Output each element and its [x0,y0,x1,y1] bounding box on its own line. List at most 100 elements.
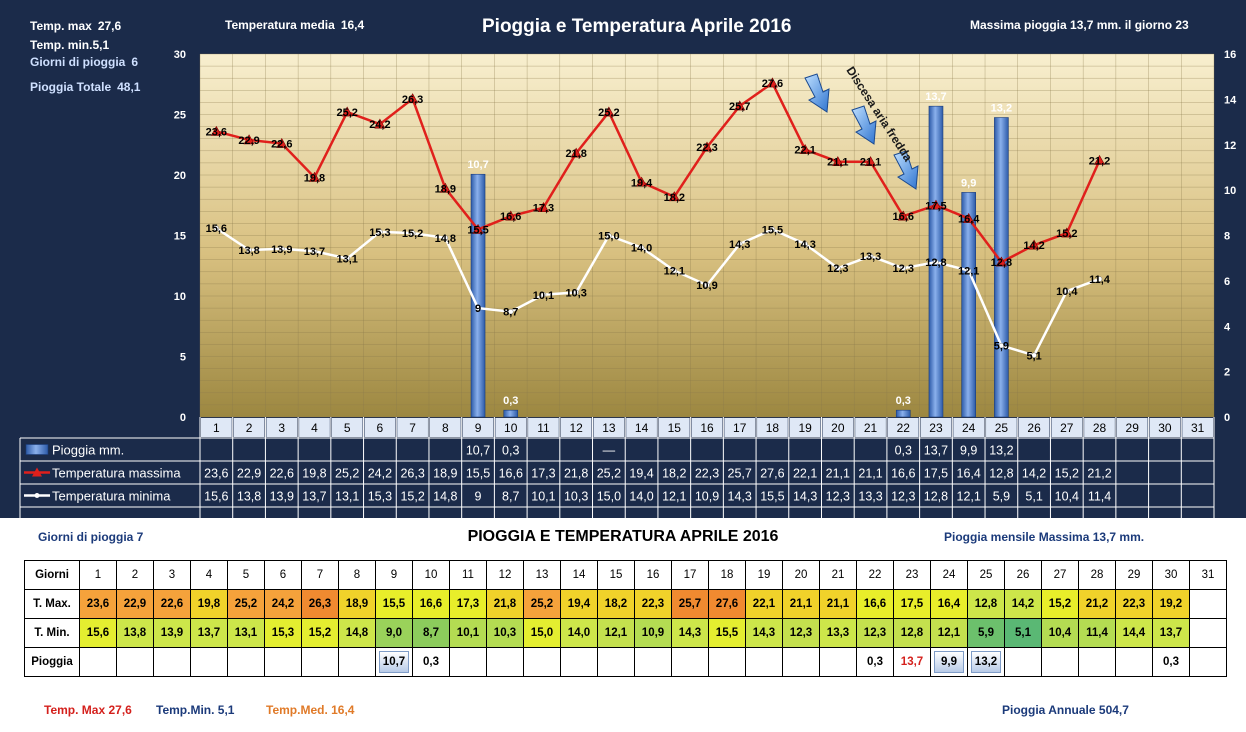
y2-tick-label: 2 [1224,367,1230,379]
rain-cell [486,647,524,677]
tmax-data-label: 22,6 [271,139,292,151]
day-cell [789,418,821,437]
tmax-cell: 25,2 [227,589,265,619]
tmax-point [308,171,320,182]
day-cell: 30 [1152,560,1190,590]
cold-air-arrow-icon [804,73,830,113]
tmin-data-label: 12,3 [893,263,914,275]
tmax-cell: 12,8 [967,589,1005,619]
tmax-cell: 26,3 [301,589,339,619]
tmax-point [472,223,484,234]
tmin-cell: 10,3 [486,618,524,648]
tmax-cell: 17,3 [449,589,487,619]
table-value: 22,1 [793,467,817,481]
rain-cell: 13,7 [893,647,931,677]
day-cell: 29 [1115,560,1153,590]
rain-cell [264,647,302,677]
tmin-cell: 14,3 [745,618,783,648]
y2-tick-label: 6 [1224,276,1230,288]
bottom-rain-max: Pioggia mensile Massima 13,7 mm. [944,530,1145,544]
rain-bar [895,409,911,418]
day-cell [528,418,559,437]
rain-bar [994,117,1009,418]
tmax-data-label: 27,6 [762,78,783,90]
tmin-cell: 12,1 [597,618,635,648]
day-cell: 2 [116,560,154,590]
rain-cell: 0,3 [1152,647,1190,677]
day-cell [691,418,723,437]
tmin-cell: 10,9 [634,618,672,648]
table-value: 15,2 [400,490,424,504]
x-tick-label: 24 [962,421,976,435]
tmax-point [570,147,582,158]
tmin-data-label: 9 [475,303,481,315]
rain-data-label: 9,9 [961,177,976,189]
rain-cell [560,647,598,677]
y2-tick-label: 10 [1224,185,1236,197]
y-tick-label: 10 [174,291,186,303]
tmin-point [965,267,972,274]
x-tick-label: 1 [213,421,220,435]
rain-cell [708,647,746,677]
table-value: 10,1 [531,490,555,504]
tmin-data-label: 15,0 [598,231,619,243]
tmin-point [933,259,939,265]
day-cell: 26 [1004,560,1042,590]
foot-annual-rain: Pioggia Annuale 504,7 [1002,703,1129,717]
tmax-point [374,118,386,129]
rain-cell [79,647,117,677]
tmax-cell: 24,2 [264,589,302,619]
y2-tick-label: 0 [1224,412,1230,424]
day-cell [953,418,985,437]
day-cell [233,418,265,437]
day-cell: 4 [190,560,228,590]
day-cell [1051,418,1083,437]
tmax-point [963,212,975,223]
chart-title: Pioggia e Temperatura Aprile 2016 [482,16,792,37]
tmin-point [998,342,1005,349]
tmin-point [802,241,808,247]
table-value: 14,0 [629,490,653,504]
tmin-data-label: 14,8 [435,233,456,245]
tmin-cell: 8,7 [412,618,450,648]
day-cell: 31 [1189,560,1227,590]
y-tick-label: 15 [174,231,186,243]
table-value: 5,9 [993,490,1010,504]
tmax-cell: 22,6 [153,589,191,619]
tmin-data-label: 10,1 [533,290,554,302]
header-tmin: Temp. min.5,1 [30,38,110,52]
tmin-point [409,230,416,236]
tmax-point [897,210,909,221]
tmin-data-label: 10,9 [696,280,717,292]
rain-cell [523,647,561,677]
table-value: 16,6 [499,467,523,481]
legend-rain-icon [25,444,49,455]
tmin-data-label: 14,3 [794,239,815,251]
x-tick-label: 7 [409,421,416,435]
tmax-data-label: 19,8 [304,172,325,184]
tmin-point [835,265,841,271]
table-value: 9 [475,490,482,504]
tmax-data-label: 21,8 [565,148,586,160]
tmin-point [606,232,612,239]
tmin-point [638,244,645,251]
table-value: 12,1 [662,490,686,504]
tmax-data-label: 24,2 [369,119,390,131]
rain-cell: 0,3 [856,647,894,677]
tmax-cell: 23,6 [79,589,117,619]
rain-cell [449,647,487,677]
rain-data-label: 0,3 [896,395,911,407]
tmax-point [1094,154,1106,165]
data-table: Giorni 1 2 3 4 5 6 7 8 9 10 11 12 13 14 15 16 17 18 19 20 21 2… [24,560,1227,677]
day-cell [266,418,298,437]
tmax-cell: 15,2 [1041,589,1079,619]
tmin-data-label: 13,7 [304,246,325,258]
table-value: 13,2 [989,444,1013,458]
day-cell: 21 [819,560,857,590]
row-label: T. Max. [24,589,80,619]
rain-value-box: 10,7 [379,651,409,673]
x-tick-label: 16 [700,421,714,435]
tmax-data-label: 25,2 [336,107,357,119]
table-value: 27,6 [760,467,784,481]
tmax-point [930,199,942,210]
